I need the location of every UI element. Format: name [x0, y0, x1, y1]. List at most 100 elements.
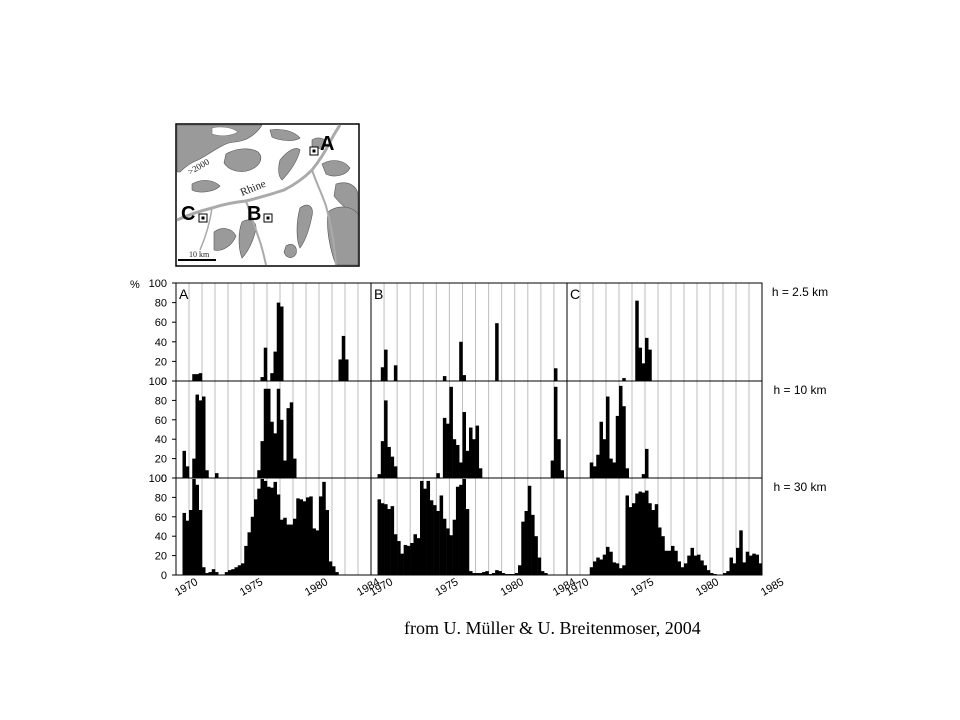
bar-h30km-b: [406, 545, 411, 575]
bar-h30km-b: [491, 573, 496, 575]
bar-h10km-c: [612, 462, 616, 478]
bar-h30km-c: [612, 562, 616, 575]
bar-h10km-c: [641, 474, 646, 478]
bar-h30km-b: [478, 573, 483, 575]
bar-h30km-c: [758, 563, 763, 575]
bar-h30km-a: [260, 478, 264, 575]
bar-h2.5km-b: [495, 323, 499, 381]
bar-h30km-c: [619, 568, 623, 575]
bar-h10km-c: [602, 439, 607, 478]
bar-h30km-b: [429, 500, 434, 575]
bar-h30km-b: [446, 528, 450, 575]
bar-h30km-a: [273, 481, 277, 575]
bar-h10km-a: [270, 421, 274, 478]
site-marker-c: C: [181, 203, 208, 225]
bar-h30km-b: [436, 510, 440, 575]
y-tick-label: 20: [155, 356, 167, 368]
bar-h30km-c: [706, 570, 711, 575]
bar-h30km-b: [397, 541, 401, 575]
bar-h30km-b: [462, 478, 466, 575]
bar-h30km-a: [205, 573, 209, 575]
y-tick-label: 20: [155, 454, 167, 466]
site-label-b: B: [247, 203, 261, 225]
bar-h30km-a: [195, 484, 199, 575]
y-tick-label: 100: [149, 473, 167, 485]
bar-h10km-b: [384, 400, 388, 478]
bar-h30km-b: [469, 571, 473, 575]
bar-h2.5km-c: [622, 378, 626, 381]
bar-h30km-c: [638, 491, 642, 575]
bar-h30km-b: [501, 573, 506, 575]
bar-h30km-c: [671, 545, 675, 575]
bar-h10km-c: [615, 415, 620, 478]
bar-h10km-b: [475, 425, 480, 478]
bar-h30km-b: [495, 570, 499, 575]
bar-h30km-c: [732, 563, 737, 575]
bar-h30km-b: [423, 488, 427, 575]
bar-h30km-c: [755, 554, 759, 575]
bar-h10km-c: [599, 421, 603, 478]
bar-h10km-a: [198, 400, 203, 478]
bar-h2.5km-b: [442, 376, 447, 381]
bar-h10km-a: [182, 450, 186, 478]
bar-h30km-a: [280, 519, 284, 575]
bar-h10km-b: [478, 468, 483, 478]
bar-h30km-b: [514, 573, 519, 575]
bar-h30km-c: [635, 493, 639, 575]
site-label-a: A: [320, 133, 334, 155]
bar-h2.5km-a: [273, 351, 277, 381]
bar-h30km-c: [602, 554, 607, 575]
y-tick-label: 0: [161, 570, 167, 582]
bar-h2.5km-a: [263, 347, 268, 381]
bar-h10km-a: [192, 458, 196, 478]
bar-h2.5km-c: [648, 349, 652, 381]
bar-h30km-b: [537, 557, 542, 575]
bar-h30km-b: [400, 553, 404, 575]
bar-h10km-c: [589, 462, 594, 478]
bar-h10km-a: [286, 408, 290, 478]
bar-h30km-b: [534, 536, 538, 575]
bar-h30km-b: [498, 571, 502, 575]
bar-h10km-c: [625, 468, 629, 478]
panel-label-b: B: [374, 286, 383, 302]
y-tick-label: 80: [155, 395, 167, 407]
bar-h30km-c: [703, 565, 707, 575]
bar-h30km-b: [433, 505, 437, 575]
bar-h10km-a: [202, 396, 206, 478]
x-tick-label: 1975: [629, 576, 656, 599]
bar-h30km-a: [293, 518, 297, 575]
x-tick-label: 1980: [694, 576, 721, 599]
bar-h30km-b: [439, 495, 444, 575]
bar-h2.5km-a: [270, 373, 274, 381]
bar-h10km-b: [387, 446, 391, 478]
bar-h10km-a: [289, 402, 294, 478]
bar-h2.5km-b: [393, 365, 398, 381]
bar-h2.5km-b: [553, 368, 558, 381]
bar-h10km-a: [280, 419, 284, 478]
bar-h10km-a: [257, 470, 261, 478]
bar-h10km-b: [380, 441, 385, 478]
bar-h30km-c: [599, 559, 603, 575]
bar-h10km-c: [622, 406, 626, 478]
bar-h30km-c: [645, 490, 649, 575]
bar-h10km-c: [596, 454, 600, 478]
bar-h2.5km-c: [641, 363, 646, 381]
bar-h30km-b: [413, 534, 417, 575]
y-tick-label: 60: [155, 415, 167, 427]
bar-h30km-a: [322, 481, 326, 575]
bar-h30km-b: [531, 514, 535, 575]
x-tick-label: 1975: [433, 576, 460, 599]
bar-h10km-b: [550, 460, 555, 478]
y-tick-label: 0: [161, 473, 167, 485]
bar-h30km-c: [593, 561, 597, 575]
bar-h10km-a: [260, 441, 264, 478]
bar-h2.5km-a: [338, 359, 342, 381]
bar-h30km-c: [736, 547, 740, 575]
bar-h30km-c: [651, 510, 655, 575]
bar-h2.5km-b: [380, 367, 385, 381]
bar-h30km-a: [182, 512, 186, 575]
bar-h30km-c: [589, 567, 594, 575]
bar-h10km-c: [606, 396, 610, 478]
bar-h30km-c: [648, 503, 652, 575]
bar-h30km-b: [380, 503, 385, 575]
